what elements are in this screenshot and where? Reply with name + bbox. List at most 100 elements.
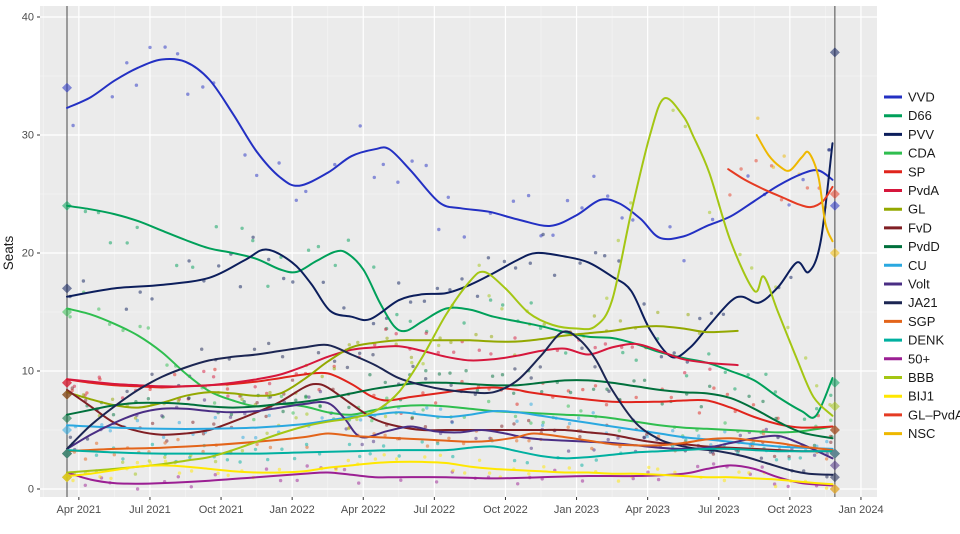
legend-label: PvdA [908,183,939,198]
x-tick-label: Jan 2023 [554,504,599,516]
poll-dot [212,401,217,405]
poll-dot [251,235,255,239]
poll-dot [489,352,493,356]
legend-label: 50+ [908,351,930,366]
poll-dot [696,464,700,469]
poll-dot [747,471,751,475]
poll-dot [268,390,272,395]
poll-dot [605,296,609,300]
poll-dot [373,457,378,461]
result-diamond-BBB [829,401,840,412]
trend-line-layer [66,57,834,487]
axis-layer: 0 10 20 30 40 Apr 2021 Jul 2021 Oct 2021 Jan 202… [22,12,884,517]
poll-dot [226,394,230,398]
poll-dot [279,394,284,399]
trend-line-PvdA [66,342,739,388]
poll-dot [620,216,624,220]
poll-dot [94,441,99,445]
poll-dot [477,263,481,267]
poll-dot [383,414,388,419]
poll-dots-VVD [71,45,832,263]
x-tick-label: Jan 2024 [838,504,883,516]
poll-dot [201,449,205,454]
election-result-layer [62,47,840,494]
poll-dot [761,432,766,436]
poll-dot [618,319,623,323]
poll-dot [252,417,256,422]
poll-dot [213,415,217,420]
poll-dot [673,470,677,474]
y-axis-title: Seats [1,235,16,270]
result-diamond-VVD [829,200,840,211]
poll-dot [751,403,756,407]
poll-dot [786,325,790,330]
poll-dot [408,300,413,304]
poll-dot [291,411,295,415]
poll-dot [756,116,760,120]
poll-dot [526,193,531,198]
poll-dot [477,458,482,462]
poll-dot [502,259,507,264]
x-tick-label: Jul 2022 [414,504,456,516]
poll-dot [672,351,676,355]
poll-dot [733,387,737,391]
poll-dot [824,486,829,490]
poll-dot [728,193,732,197]
poll-dot [782,154,786,158]
poll-dot [138,290,142,294]
trend-line-PvdD [66,379,834,440]
poll-dot [264,414,268,419]
poll-dot [647,465,651,470]
poll-dot [446,195,450,199]
poll-dot [513,266,518,270]
legend-label: NSC [908,426,935,441]
poll-dot [737,470,741,474]
trend-line-DENK [66,445,834,460]
poll-scatter-layer [68,45,834,491]
poll-dot [111,413,116,417]
trend-line-SGP [66,432,834,453]
poll-dot [656,310,660,315]
poll-dot [528,261,532,265]
poll-dot [410,159,414,163]
poll-dot [759,456,764,460]
poll-dot [211,375,216,379]
poll-dot [133,416,138,420]
x-tick-label: Jan 2022 [270,504,315,516]
poll-dot [448,371,452,375]
result-diamond-PvdA [62,377,72,388]
poll-dot [529,421,533,425]
poll-dot [135,487,140,491]
poll-dot [656,477,661,482]
poll-dot [515,402,519,406]
poll-dot [660,402,664,406]
poll-dot [163,459,168,463]
poll-dot [371,353,375,357]
poll-dot [290,378,295,382]
poll-dot [177,420,181,425]
poll-dot [304,189,308,194]
legend-item-BIJ1: BIJ1 [884,389,934,404]
poll-dot [448,288,452,292]
poll-dot [371,439,376,444]
poll-dot [683,371,687,375]
poll-dot [368,452,372,456]
poll-dot [360,442,364,447]
poll-dot [68,435,73,439]
poll-dot [291,280,295,284]
legend-item-PvdA: PvdA [884,183,939,198]
poll-dot [216,471,220,475]
poll-dot [265,431,269,435]
poll-dot [787,203,791,207]
poll-dot [344,427,348,431]
result-diamond-PvdD [62,413,72,424]
poll-dot [773,390,778,394]
poll-dot [150,372,154,376]
poll-dot [280,447,284,451]
poll-dot [395,312,399,317]
poll-dot [621,350,625,355]
poll-dot [738,252,742,257]
poll-dot [371,321,376,326]
poll-dot [81,393,86,397]
poll-dot [253,447,258,452]
